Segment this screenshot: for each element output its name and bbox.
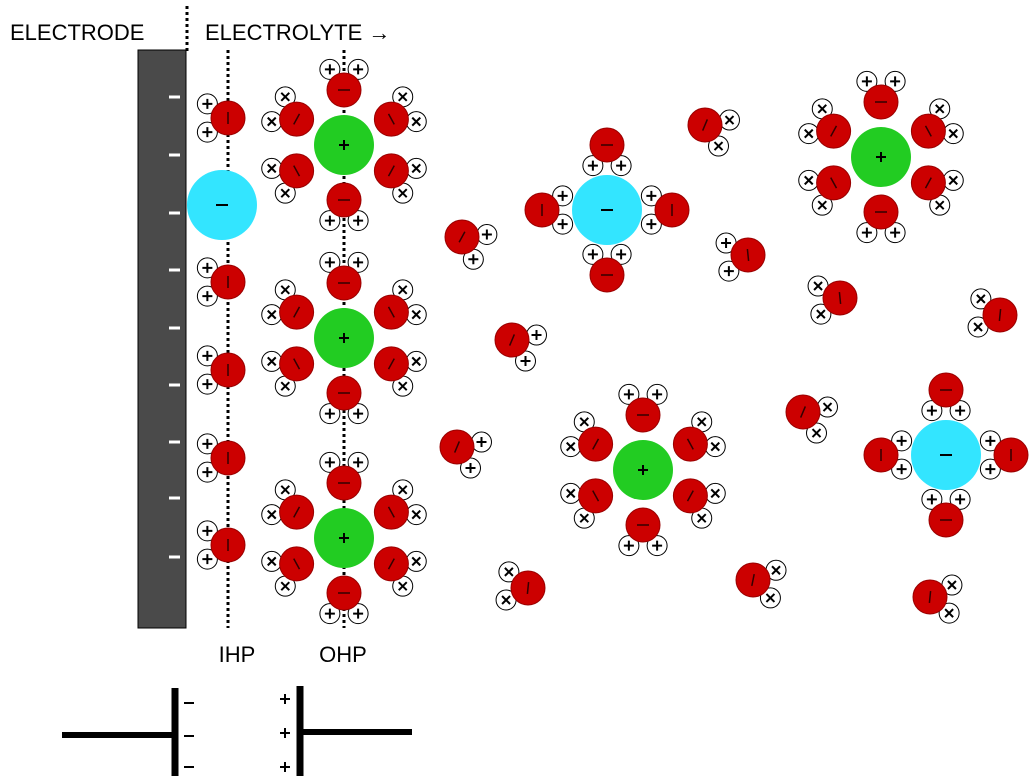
double-layer-diagram: ELECTRODE ELECTROLYTE → IHP OHP — [0, 0, 1033, 782]
particles — [169, 59, 1028, 623]
ohp-label: OHP — [319, 642, 367, 667]
electrode — [138, 50, 186, 628]
ihp-label: IHP — [219, 642, 256, 667]
electrolyte-label: ELECTROLYTE → — [205, 20, 390, 45]
electrode-label: ELECTRODE — [10, 20, 144, 45]
capacitor-symbol — [62, 686, 412, 776]
